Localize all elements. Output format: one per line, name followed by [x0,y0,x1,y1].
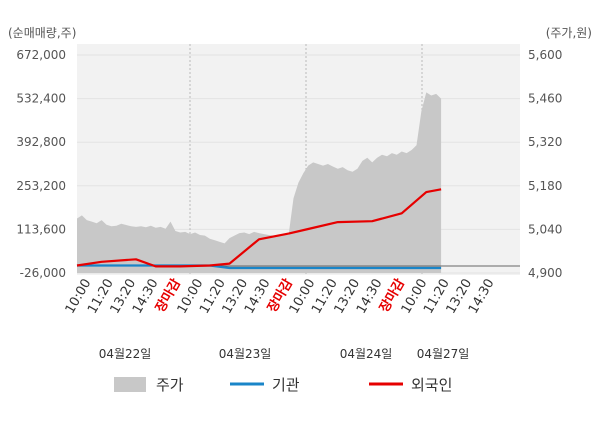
left-tick-label: 113,600 [16,222,66,236]
legend-label-institution: 기관 [272,376,300,394]
left-tick-label: -26,000 [20,266,66,280]
legend: 주가 기관 외국인 [114,376,452,394]
right-tick-label: 4,900 [528,266,562,280]
left-tick-label: 532,400 [16,92,66,106]
left-tick-label: 672,000 [16,48,66,62]
left-axis-unit: (순매매량,주) [8,26,76,40]
right-tick-label: 5,180 [528,179,562,193]
left-tick-label: 392,800 [16,135,66,149]
institution-line [77,264,442,270]
right-tick-label: 5,460 [528,92,562,106]
date-label: 04월23일 [219,347,272,361]
data-series [76,92,520,274]
date-label: 04월22일 [99,347,152,361]
legend-label-foreigner: 외국인 [411,376,452,394]
right-axis-unit: (주가,원) [546,26,592,40]
right-tick-label: 5,320 [528,135,562,149]
legend-label-price: 주가 [156,376,184,394]
date-label: 04월24일 [340,347,393,361]
price-area [77,92,442,274]
right-tick-label: 5,600 [528,48,562,62]
left-tick-label: 253,200 [16,179,66,193]
date-label: 04월27일 [417,347,470,361]
legend-swatch-price [114,377,146,392]
foreigner-line [76,188,442,268]
right-tick-label: 5,040 [528,222,562,236]
